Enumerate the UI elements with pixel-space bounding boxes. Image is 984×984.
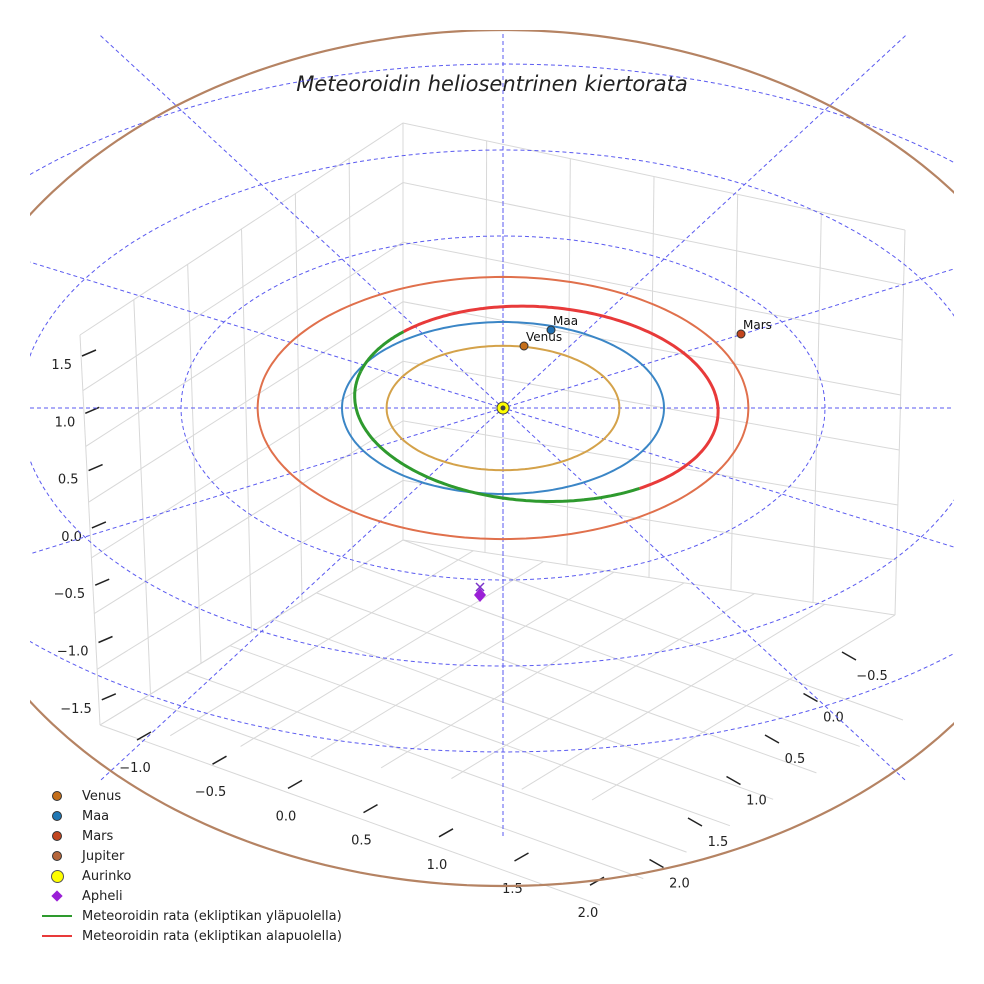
x-tick-label: −0.5: [195, 785, 227, 800]
y-tick-mark: [764, 734, 780, 744]
legend-symbol: [40, 926, 74, 946]
orbit-venus: [385, 344, 621, 472]
x-tick-mark: [136, 731, 152, 741]
x-tick-label: −1.0: [119, 761, 151, 776]
legend-label: Jupiter: [82, 848, 125, 864]
legend-item: Mars: [40, 826, 342, 846]
z-tick-label: 1.0: [55, 415, 76, 430]
z-tick-mark: [98, 635, 113, 644]
legend-item: Venus: [40, 786, 342, 806]
z-tick-label: −0.5: [54, 587, 86, 602]
meteoroid-orbit-above: [359, 330, 405, 373]
orbit-jupiter: [30, 30, 954, 888]
x-tick-mark: [212, 755, 227, 765]
legend-label: Maa: [82, 808, 110, 824]
legend-symbol: [40, 886, 74, 906]
x-tick-label: 2.0: [578, 906, 599, 921]
legend-line-icon: [42, 935, 72, 937]
mars-label: Mars: [743, 318, 772, 332]
x-tick-mark: [363, 803, 378, 814]
legend-item: Meteoroidin rata (ekliptikan alapuolella…: [40, 926, 342, 946]
legend-item: Aurinko: [40, 866, 342, 886]
legend-label: Aurinko: [82, 868, 132, 884]
z-tick-mark: [88, 463, 103, 472]
legend-dot-icon: [52, 811, 62, 821]
venus-label: Venus: [526, 330, 562, 344]
x-tick-label: 0.5: [351, 834, 372, 849]
y-tick-mark: [726, 775, 741, 786]
aurinko-center: [500, 405, 506, 411]
meteoroid-orbit-above: [353, 370, 641, 503]
y-tick-label: 2.0: [669, 877, 690, 892]
y-tick-label: 0.0: [823, 711, 844, 726]
orbit-mars: [256, 275, 750, 541]
legend-symbol: [40, 826, 74, 846]
legend-diamond-icon: [51, 890, 63, 902]
chart-title: Meteoroidin heliosentrinen kiertorata: [296, 72, 688, 96]
y-tick-mark: [687, 817, 703, 827]
x-tick-label: 1.5: [502, 882, 523, 897]
x-tick-label: 1.0: [427, 858, 448, 873]
legend-label: Meteoroidin rata (ekliptikan alapuolella…: [82, 928, 342, 944]
legend-dot-icon: [52, 831, 62, 841]
legend-dot-icon: [52, 791, 62, 801]
y-tick-label: 0.5: [785, 752, 806, 767]
z-tick-mark: [81, 349, 97, 357]
venus-marker: [519, 341, 529, 351]
z-tick-mark: [91, 521, 107, 529]
legend-symbol: [40, 786, 74, 806]
y-tick-label: 1.0: [746, 794, 767, 809]
legend-symbol: [40, 846, 74, 866]
meteoroid-orbit-below: [402, 304, 720, 490]
y-tick-mark: [841, 651, 857, 661]
legend-item: Meteoroidin rata (ekliptikan yläpuolella…: [40, 906, 342, 926]
z-tick-label: 0.5: [58, 473, 79, 488]
z-tick-mark: [101, 693, 117, 701]
z-tick-label: 0.0: [61, 530, 82, 545]
legend-dot-big-icon: [50, 869, 64, 883]
legend-label: Apheli: [82, 888, 123, 904]
mars-marker: [736, 329, 746, 339]
legend-label: Mars: [82, 828, 114, 844]
x-tick-mark: [438, 828, 454, 838]
legend-item: Apheli: [40, 886, 342, 906]
legend-line-icon: [42, 915, 72, 917]
legend-symbol: [40, 806, 74, 826]
orbit-maa: [340, 321, 665, 495]
legend-item: Maa: [40, 806, 342, 826]
legend-label: Meteoroidin rata (ekliptikan yläpuolella…: [82, 908, 342, 924]
apheli-cross-marker: [475, 582, 485, 592]
x-tick-mark: [514, 852, 529, 862]
maa-label: Maa: [553, 314, 578, 328]
legend-symbol: [40, 866, 74, 886]
axes-grid: [79, 122, 906, 906]
z-tick-mark: [94, 578, 110, 586]
x-tick-label: 0.0: [276, 809, 297, 824]
legend-item: Jupiter: [40, 846, 342, 866]
maa-marker: [546, 325, 556, 335]
chart-legend: Venus Maa Mars Jupiter Aurinko Apheli Meteoroi…: [40, 786, 342, 946]
legend-symbol: [40, 906, 74, 926]
z-tick-label: −1.0: [57, 645, 89, 660]
y-tick-mark: [803, 692, 818, 703]
z-tick-label: 1.5: [51, 358, 72, 373]
apheli-marker: [474, 588, 486, 602]
y-tick-label: 1.5: [708, 835, 729, 850]
y-tick-mark: [649, 858, 664, 869]
legend-dot-icon: [52, 851, 62, 861]
z-tick-label: −1.5: [60, 702, 92, 717]
y-tick-label: −0.5: [856, 669, 888, 684]
x-tick-mark: [287, 779, 303, 790]
legend-label: Venus: [82, 788, 122, 804]
